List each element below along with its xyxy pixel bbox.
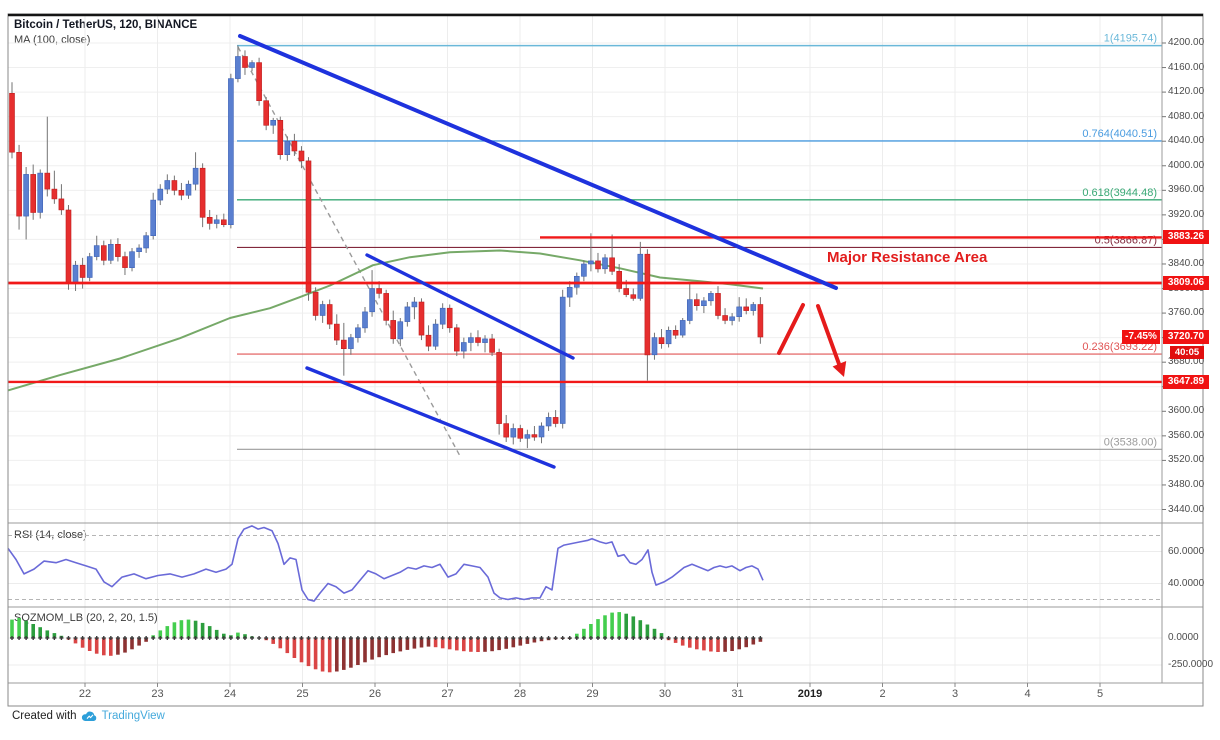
rsi-line — [7, 525, 764, 602]
fib-level-label: 0.618(3944.48) — [1082, 187, 1157, 199]
symbol-title[interactable]: Bitcoin / TetherUS, 120, BINANCE — [14, 19, 198, 31]
fib-level-label: 0.764(4040.51) — [1082, 128, 1157, 140]
fib-level-label: 0(3538.00) — [1104, 436, 1157, 448]
sqz-indicator-label[interactable]: SQZMOM_LB (20, 2, 20, 1.5) — [14, 612, 158, 624]
fib-level-label: 1(4195.74) — [1104, 33, 1157, 45]
fib-level-label: 0.236(3693.22) — [1082, 341, 1157, 353]
ma-line — [7, 249, 764, 392]
